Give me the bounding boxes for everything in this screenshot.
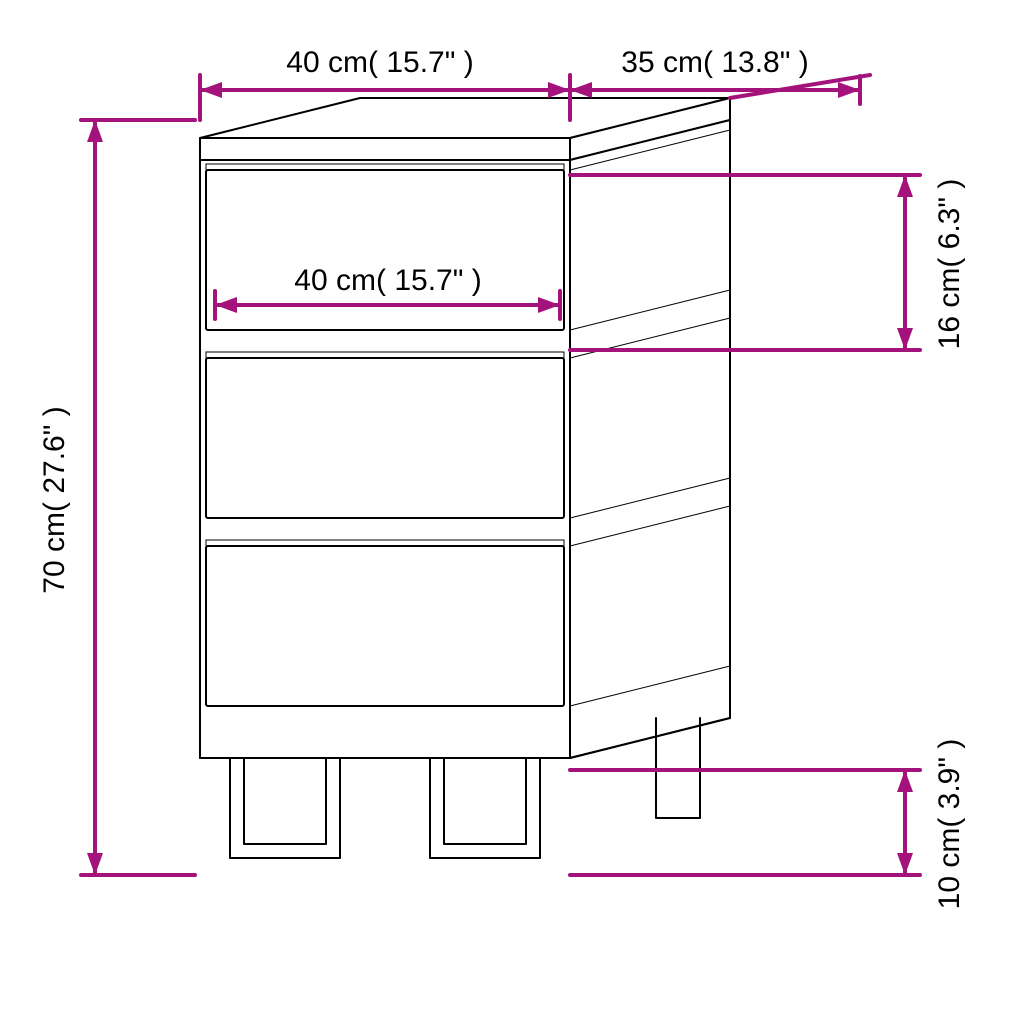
dim-drawer-height-label: 16 cm( 6.3" ) xyxy=(933,179,967,350)
dim-depth-top-label: 35 cm( 13.8" ) xyxy=(621,46,808,80)
dim-drawer-inner-label: 40 cm( 15.7" ) xyxy=(294,264,481,298)
dim-leg-height-label: 10 cm( 3.9" ) xyxy=(933,739,967,910)
dim-height-left-label: 70 cm( 27.6" ) xyxy=(38,406,72,593)
diagram-stage: { "canvas": { "width": 1024, "height": 1… xyxy=(0,0,1024,1024)
diagram-svg xyxy=(0,0,1024,1024)
dim-width-top-label: 40 cm( 15.7" ) xyxy=(286,46,473,80)
